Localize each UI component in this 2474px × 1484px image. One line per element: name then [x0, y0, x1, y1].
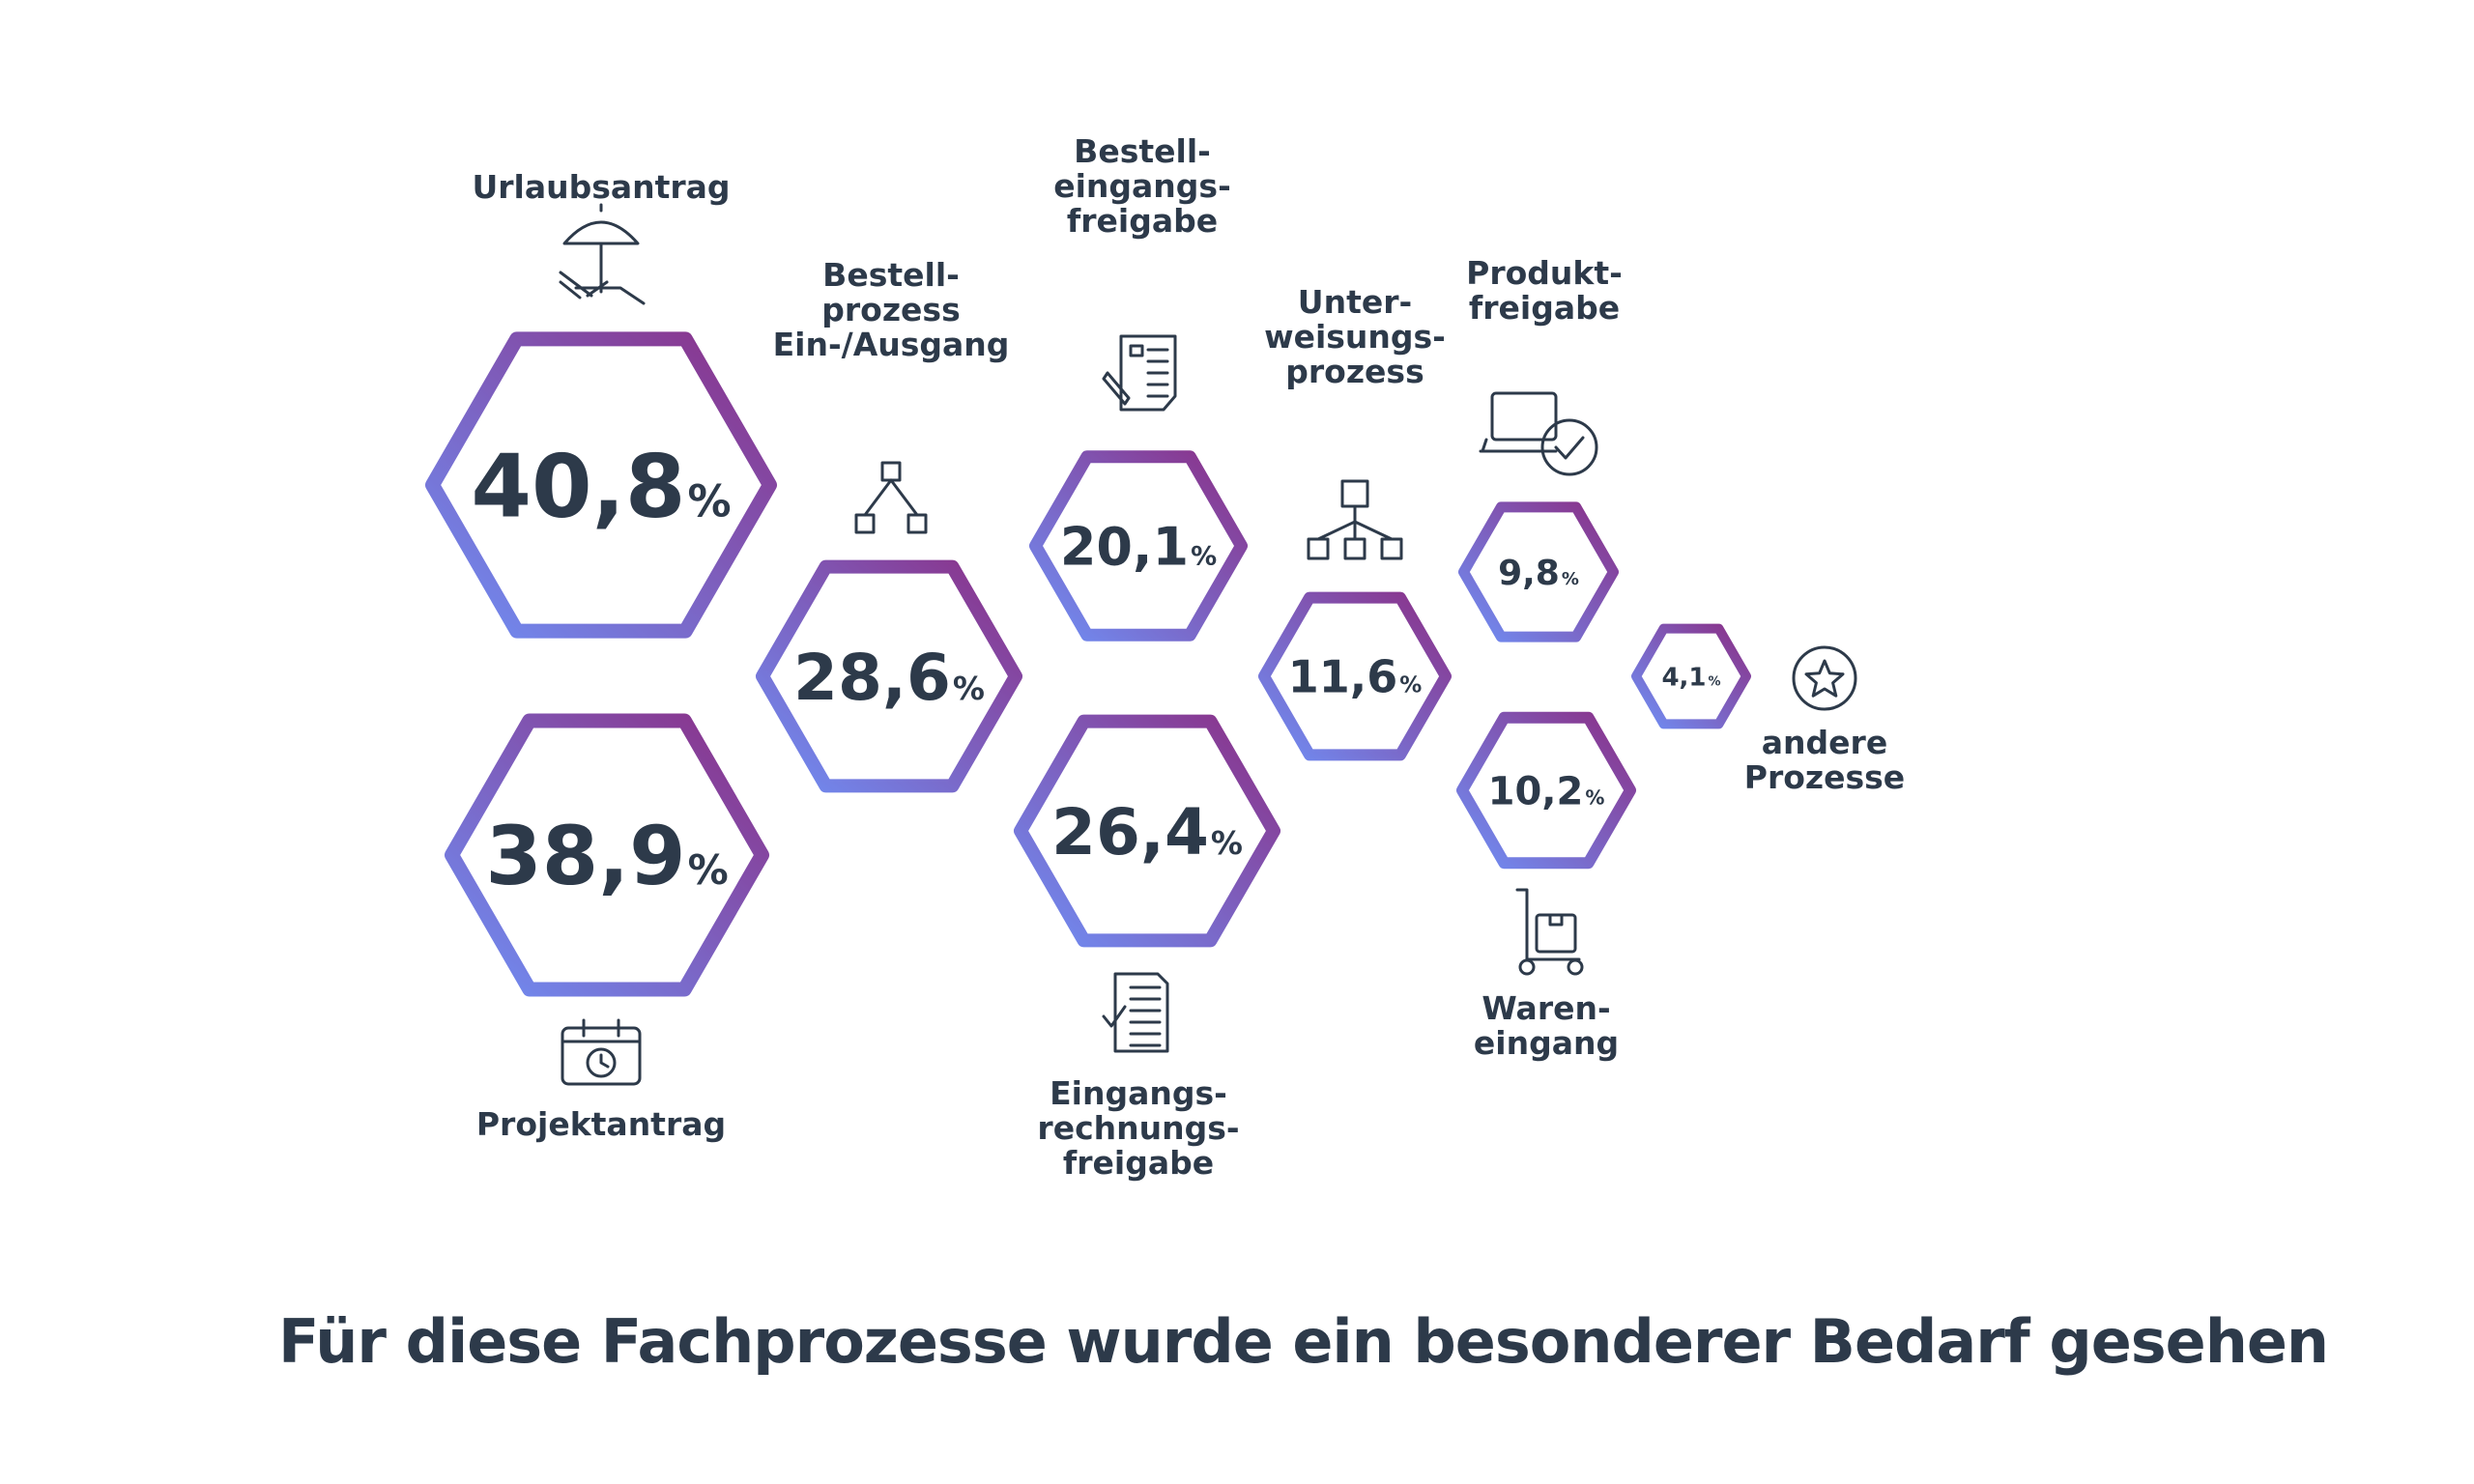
value-label-urlaubsantrag: 40,8% — [471, 436, 731, 537]
hand-truck-box-icon — [1515, 888, 1584, 976]
checklist-document-icon — [1102, 972, 1169, 1053]
hexagon-bestell-eingangs-freigabe — [1029, 450, 1248, 642]
beach-chair-umbrella-icon — [559, 203, 646, 305]
category-label-eingangs-rechnungs-freigabe: Eingangs-rechnungs-freigabe — [1037, 1074, 1239, 1182]
org-chart-icon — [1307, 479, 1403, 560]
star-circle-icon — [1792, 645, 1857, 711]
hexagon-waren-eingang — [1456, 711, 1636, 870]
value-label-andere-prozesse: 4,1% — [1661, 663, 1720, 692]
value-label-bestell-prozess-ein-ausgang: 28,6% — [793, 641, 985, 715]
chart-caption: Für diese Fachprozesse wurde ein besonde… — [278, 1306, 2329, 1377]
value-label-unter-weisungs-prozess: 11,6% — [1288, 651, 1423, 703]
calendar-clock-icon — [561, 1018, 642, 1086]
category-label-waren-eingang: Waren-eingang — [1474, 989, 1619, 1062]
hexagon-eingangs-rechnungs-freigabe — [1014, 714, 1280, 948]
hexagon-unter-weisungs-prozess — [1258, 591, 1452, 761]
hierarchy-small-icon — [854, 461, 928, 534]
category-label-unter-weisungs-prozess: Unter-weisungs-prozess — [1264, 283, 1446, 390]
hexagon-bestell-prozess-ein-ausgang — [756, 559, 1022, 793]
value-label-eingangs-rechnungs-freigabe: 26,4% — [1051, 795, 1243, 870]
value-label-bestell-eingangs-freigabe: 20,1% — [1060, 516, 1217, 577]
hexagon-andere-prozesse — [1631, 623, 1751, 729]
category-label-produkt-freigabe: Produkt-freigabe — [1466, 254, 1623, 327]
hexagon-projektantrag — [445, 713, 769, 997]
category-label-projektantrag: Projektantrag — [476, 1105, 726, 1143]
value-label-projektantrag: 38,9% — [485, 809, 728, 903]
category-label-bestell-eingangs-freigabe: Bestell-eingangs-freigabe — [1053, 132, 1231, 240]
hexagon-produkt-freigabe — [1458, 501, 1619, 642]
signed-document-icon — [1102, 334, 1177, 412]
category-label-urlaubsantrag: Urlaubsantrag — [472, 168, 730, 206]
value-label-waren-eingang: 10,2% — [1488, 769, 1605, 813]
category-label-bestell-prozess-ein-ausgang: Bestell-prozess Ein-/Ausgang — [773, 256, 1010, 363]
category-label-andere-prozesse: andere Prozesse — [1744, 724, 1905, 796]
laptop-check-icon — [1479, 391, 1598, 476]
value-label-produkt-freigabe: 9,8% — [1498, 554, 1579, 593]
hexagon-urlaubsantrag — [425, 331, 777, 639]
